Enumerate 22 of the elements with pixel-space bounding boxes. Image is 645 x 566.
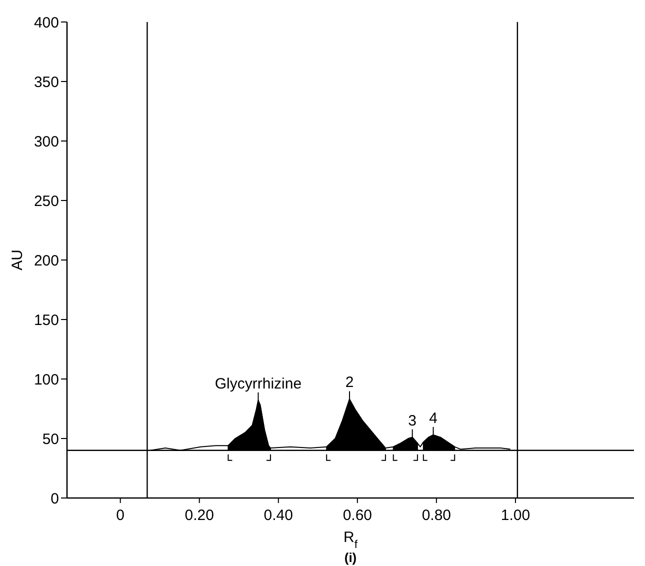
y-tick-label: 200: [34, 252, 59, 270]
y-tick-label: 350: [34, 74, 59, 91]
y-axis-title: AU: [9, 250, 26, 270]
y-tick-label: 400: [34, 14, 59, 32]
x-tick-label: 0.60: [342, 507, 372, 524]
y-tick-label: 150: [34, 312, 59, 329]
y-tick-label: 250: [34, 192, 59, 210]
x-tick-label: 0.20: [184, 507, 214, 524]
x-tick-label: 0.80: [422, 507, 452, 524]
text: (i): [344, 550, 357, 565]
x-tick-label: 0: [116, 507, 125, 524]
y-tick-label: 100: [34, 371, 59, 388]
x-tick-label: 0.40: [264, 507, 293, 524]
y-tick-label: 300: [34, 133, 59, 150]
x-tick-label: 1.00: [500, 507, 530, 524]
annotation: 2: [345, 374, 354, 392]
annotation: 4: [429, 410, 438, 427]
annotation: 3: [408, 412, 417, 430]
x-axis-title: R$_{f}$: [344, 529, 358, 551]
annotation: Glycyrrhizine: [214, 375, 302, 392]
y-tick-label: 0: [50, 490, 59, 508]
y-tick-label: 50: [42, 430, 59, 448]
